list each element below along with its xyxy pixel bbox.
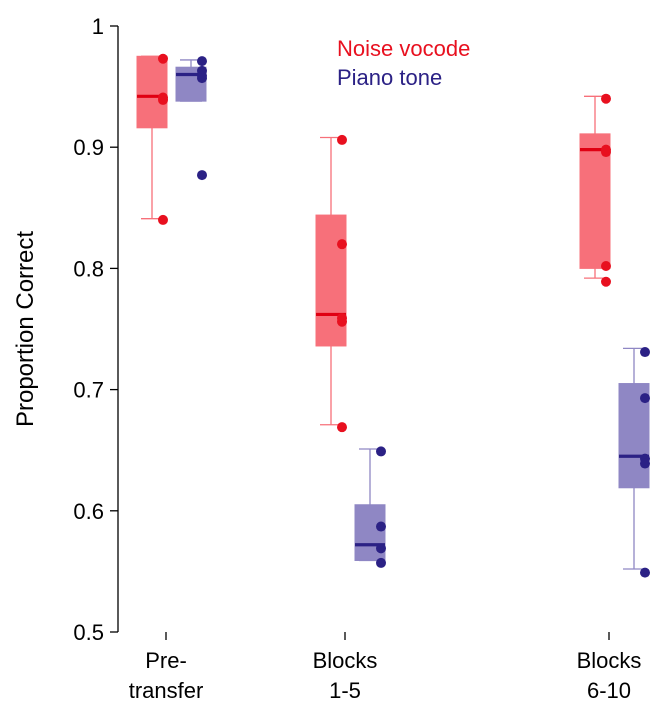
x-tick-label: Blocks — [577, 648, 642, 673]
legend: Noise vocode Piano tone — [337, 36, 470, 90]
y-tick-label: 1 — [92, 14, 104, 39]
data-point — [337, 316, 347, 327]
box-group — [354, 446, 386, 568]
box-group — [579, 93, 611, 287]
data-point — [640, 347, 650, 358]
y-axis-title: Proportion Correct — [12, 231, 39, 427]
legend-entry: Piano tone — [337, 65, 442, 90]
x-tick-label: 6-10 — [587, 678, 631, 703]
x-tick-label: Blocks — [313, 648, 378, 673]
data-point — [337, 134, 347, 145]
y-tick-label: 0.6 — [73, 499, 104, 524]
y-tick-label: 0.8 — [73, 256, 104, 281]
data-point — [640, 458, 650, 469]
data-point — [601, 147, 611, 158]
data-point — [197, 56, 207, 67]
y-tick-label: 0.5 — [73, 620, 104, 645]
x-tick-label: Pre- — [145, 648, 187, 673]
y-tick-label: 0.7 — [73, 378, 104, 403]
data-point — [158, 53, 168, 64]
data-point — [376, 446, 386, 457]
data-point — [376, 521, 386, 532]
data-point — [376, 543, 386, 554]
box-group — [136, 53, 168, 225]
data-point — [158, 94, 168, 105]
box — [315, 214, 347, 347]
data-point — [197, 170, 207, 181]
data-point — [197, 73, 207, 84]
data-point — [640, 567, 650, 578]
y-axis: 0.5 0.6 0.7 0.8 0.9 1 — [73, 14, 119, 645]
data-point — [601, 276, 611, 287]
data-point — [601, 93, 611, 104]
box-group — [315, 134, 347, 433]
data-point — [640, 393, 650, 404]
plot-area — [136, 53, 650, 578]
box-group — [618, 347, 650, 578]
data-point — [337, 239, 347, 250]
data-point — [158, 214, 168, 225]
y-tick-label: 0.9 — [73, 135, 104, 160]
x-axis: Pre-transfer Blocks 1-5 Blocks 6-10 — [129, 632, 642, 703]
x-tick-label: 1-5 — [329, 678, 361, 703]
box — [354, 504, 386, 561]
x-tick-label: transfer — [129, 678, 204, 703]
data-point — [337, 422, 347, 433]
legend-entry: Noise vocode — [337, 36, 470, 61]
data-point — [601, 260, 611, 271]
box — [136, 55, 168, 129]
box-group — [175, 56, 207, 181]
data-point — [376, 557, 386, 568]
